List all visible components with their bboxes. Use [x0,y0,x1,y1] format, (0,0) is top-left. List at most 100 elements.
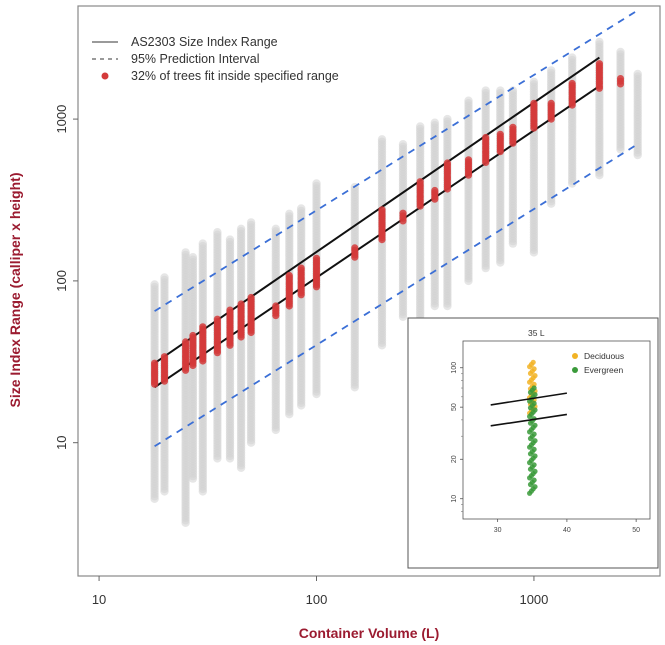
gray-data-point [616,47,625,57]
gray-data-point [481,86,490,95]
gray-data-point [568,53,577,62]
gray-data-point [547,66,556,75]
gray-data-point [271,224,280,233]
red-data-point [399,209,407,217]
gray-data-point [160,273,169,282]
gray-data-point [443,114,452,124]
red-data-point [285,271,293,280]
inset-x-tick-label: 50 [632,527,640,534]
red-data-point [416,178,424,186]
gray-data-point [188,253,198,262]
inset-data-point [531,400,537,406]
legend-label-prediction: 95% Prediction Interval [131,52,260,66]
red-data-point [182,338,190,346]
inset-data-point [532,422,538,428]
gray-data-point [312,179,321,188]
inset-data-point [531,477,537,483]
red-data-point [199,323,207,331]
inset-title: 35 L [528,328,545,338]
red-data-point [312,254,321,262]
inset-y-tick-label: 20 [451,455,458,463]
legend-red-dot-icon [101,72,109,80]
prediction-upper-line [154,9,639,312]
x-axis-ticks: 10 100 1000 [92,576,548,607]
inset-ticks: 30 40 50 10 20 50 100 [451,362,640,534]
red-data-point [464,156,473,164]
inset-data-point [532,392,538,398]
red-data-point [547,99,555,107]
inset-data-point [532,484,538,490]
inset-x-tick-label: 40 [563,527,571,534]
gray-data-point [198,239,207,248]
red-data-point [151,359,159,367]
prediction-lower-line [154,143,639,448]
gray-data-point [225,235,235,244]
gray-data-point [464,96,473,105]
inset-data-point [531,431,537,437]
gray-data-point [416,122,425,131]
inset-plot-frame [462,340,651,520]
y-tick-label: 10 [54,435,69,449]
red-data-point [443,159,451,167]
red-data-point [431,186,439,195]
x-tick-label: 10 [92,592,106,607]
inset-data-point [532,373,538,379]
legend: AS2303 Size Index Range 95% Prediction I… [92,35,339,83]
gray-data-point [529,77,539,87]
inset-legend-deciduous-dot-icon [572,353,578,359]
red-data-point [213,315,221,323]
inset-y-tick-label: 50 [451,403,458,411]
gray-data-point [297,204,306,213]
inset-panel: 35 L 30 40 50 10 20 50 100 Deciduous Evergreen [407,317,659,569]
inset-data-point [531,462,537,468]
inset-range-line [490,392,568,406]
inset-data-point [531,366,537,372]
red-data-point [509,123,517,131]
inset-data-point [532,438,538,444]
inset-data-point [531,381,537,387]
gray-data-point [150,280,159,289]
inset-legend-evergreen: Evergreen [584,365,623,375]
gray-data-point [430,118,439,127]
red-data-point [247,293,255,302]
fit-trees-points [151,60,625,388]
red-data-point [189,331,197,340]
red-data-point [530,99,538,107]
red-data-point [595,60,604,68]
gray-data-point [213,228,222,237]
red-data-point [482,133,490,142]
y-axis-title: Size Index Range (calliper x height) [7,173,23,408]
red-data-point [297,264,305,272]
red-data-point [237,300,245,308]
gray-data-point [236,224,246,233]
inset-y-tick-label: 10 [451,495,458,503]
gray-data-point [377,135,387,144]
y-tick-label: 100 [54,270,69,292]
red-data-point [568,79,576,88]
legend-label-fit: 32% of trees fit inside specified range [131,69,339,83]
red-data-point [351,244,359,252]
gray-data-point [181,248,190,257]
red-data-point [272,302,280,310]
red-data-point [616,75,625,83]
inset-data-point [531,385,537,391]
gray-data-point [246,218,256,227]
inset-x-tick-label: 30 [494,527,502,534]
x-axis-title: Container Volume (L) [299,625,440,641]
y-axis-ticks: 10 100 1000 [54,105,78,450]
inset-data-point [532,453,538,459]
x-tick-label: 1000 [519,592,548,607]
inset-y-tick-label: 100 [451,362,458,374]
inset-data-point [531,446,537,452]
inset-legend-evergreen-dot-icon [572,367,578,373]
red-data-point [378,206,386,214]
gray-data-point [496,86,505,95]
gray-data-point [633,69,642,79]
gray-data-point [595,37,604,47]
gray-data-point [398,140,408,149]
gray-data-point [285,209,294,218]
inset-lines [490,392,568,427]
y-tick-label: 1000 [54,105,69,134]
red-data-point [226,306,234,314]
